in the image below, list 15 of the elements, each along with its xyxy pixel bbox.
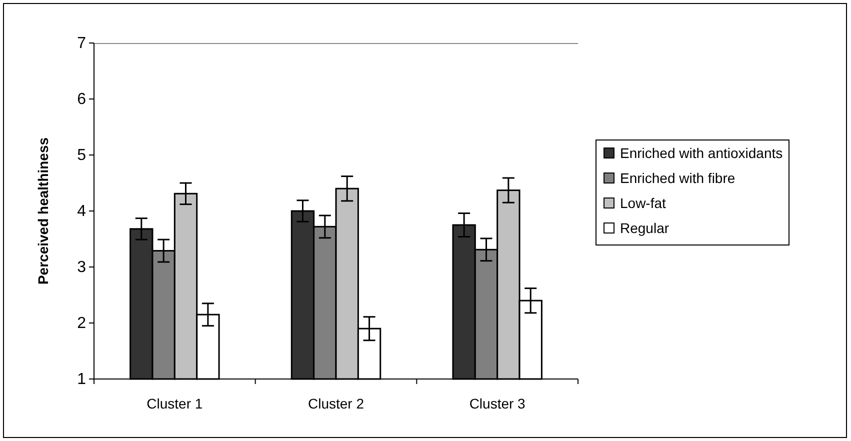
legend-label: Low-fat bbox=[620, 195, 666, 211]
y-tick-label: 7 bbox=[77, 35, 86, 52]
y-tick-label: 5 bbox=[77, 147, 86, 164]
legend-label: Regular bbox=[620, 220, 670, 236]
x-tick-label: Cluster 3 bbox=[469, 396, 526, 412]
x-tick-label: Cluster 1 bbox=[146, 396, 203, 412]
legend-label: Enriched with antioxidants bbox=[620, 145, 783, 161]
y-axis-title: Perceived healthiness bbox=[35, 137, 51, 285]
y-tick-label: 4 bbox=[77, 203, 86, 220]
y-tick-label: 1 bbox=[77, 371, 86, 388]
legend-label: Enriched with fibre bbox=[620, 170, 736, 186]
y-tick-label: 6 bbox=[77, 91, 86, 108]
y-tick-label: 2 bbox=[77, 315, 86, 332]
y-tick-label: 3 bbox=[77, 259, 86, 276]
x-tick-label: Cluster 2 bbox=[308, 396, 364, 412]
